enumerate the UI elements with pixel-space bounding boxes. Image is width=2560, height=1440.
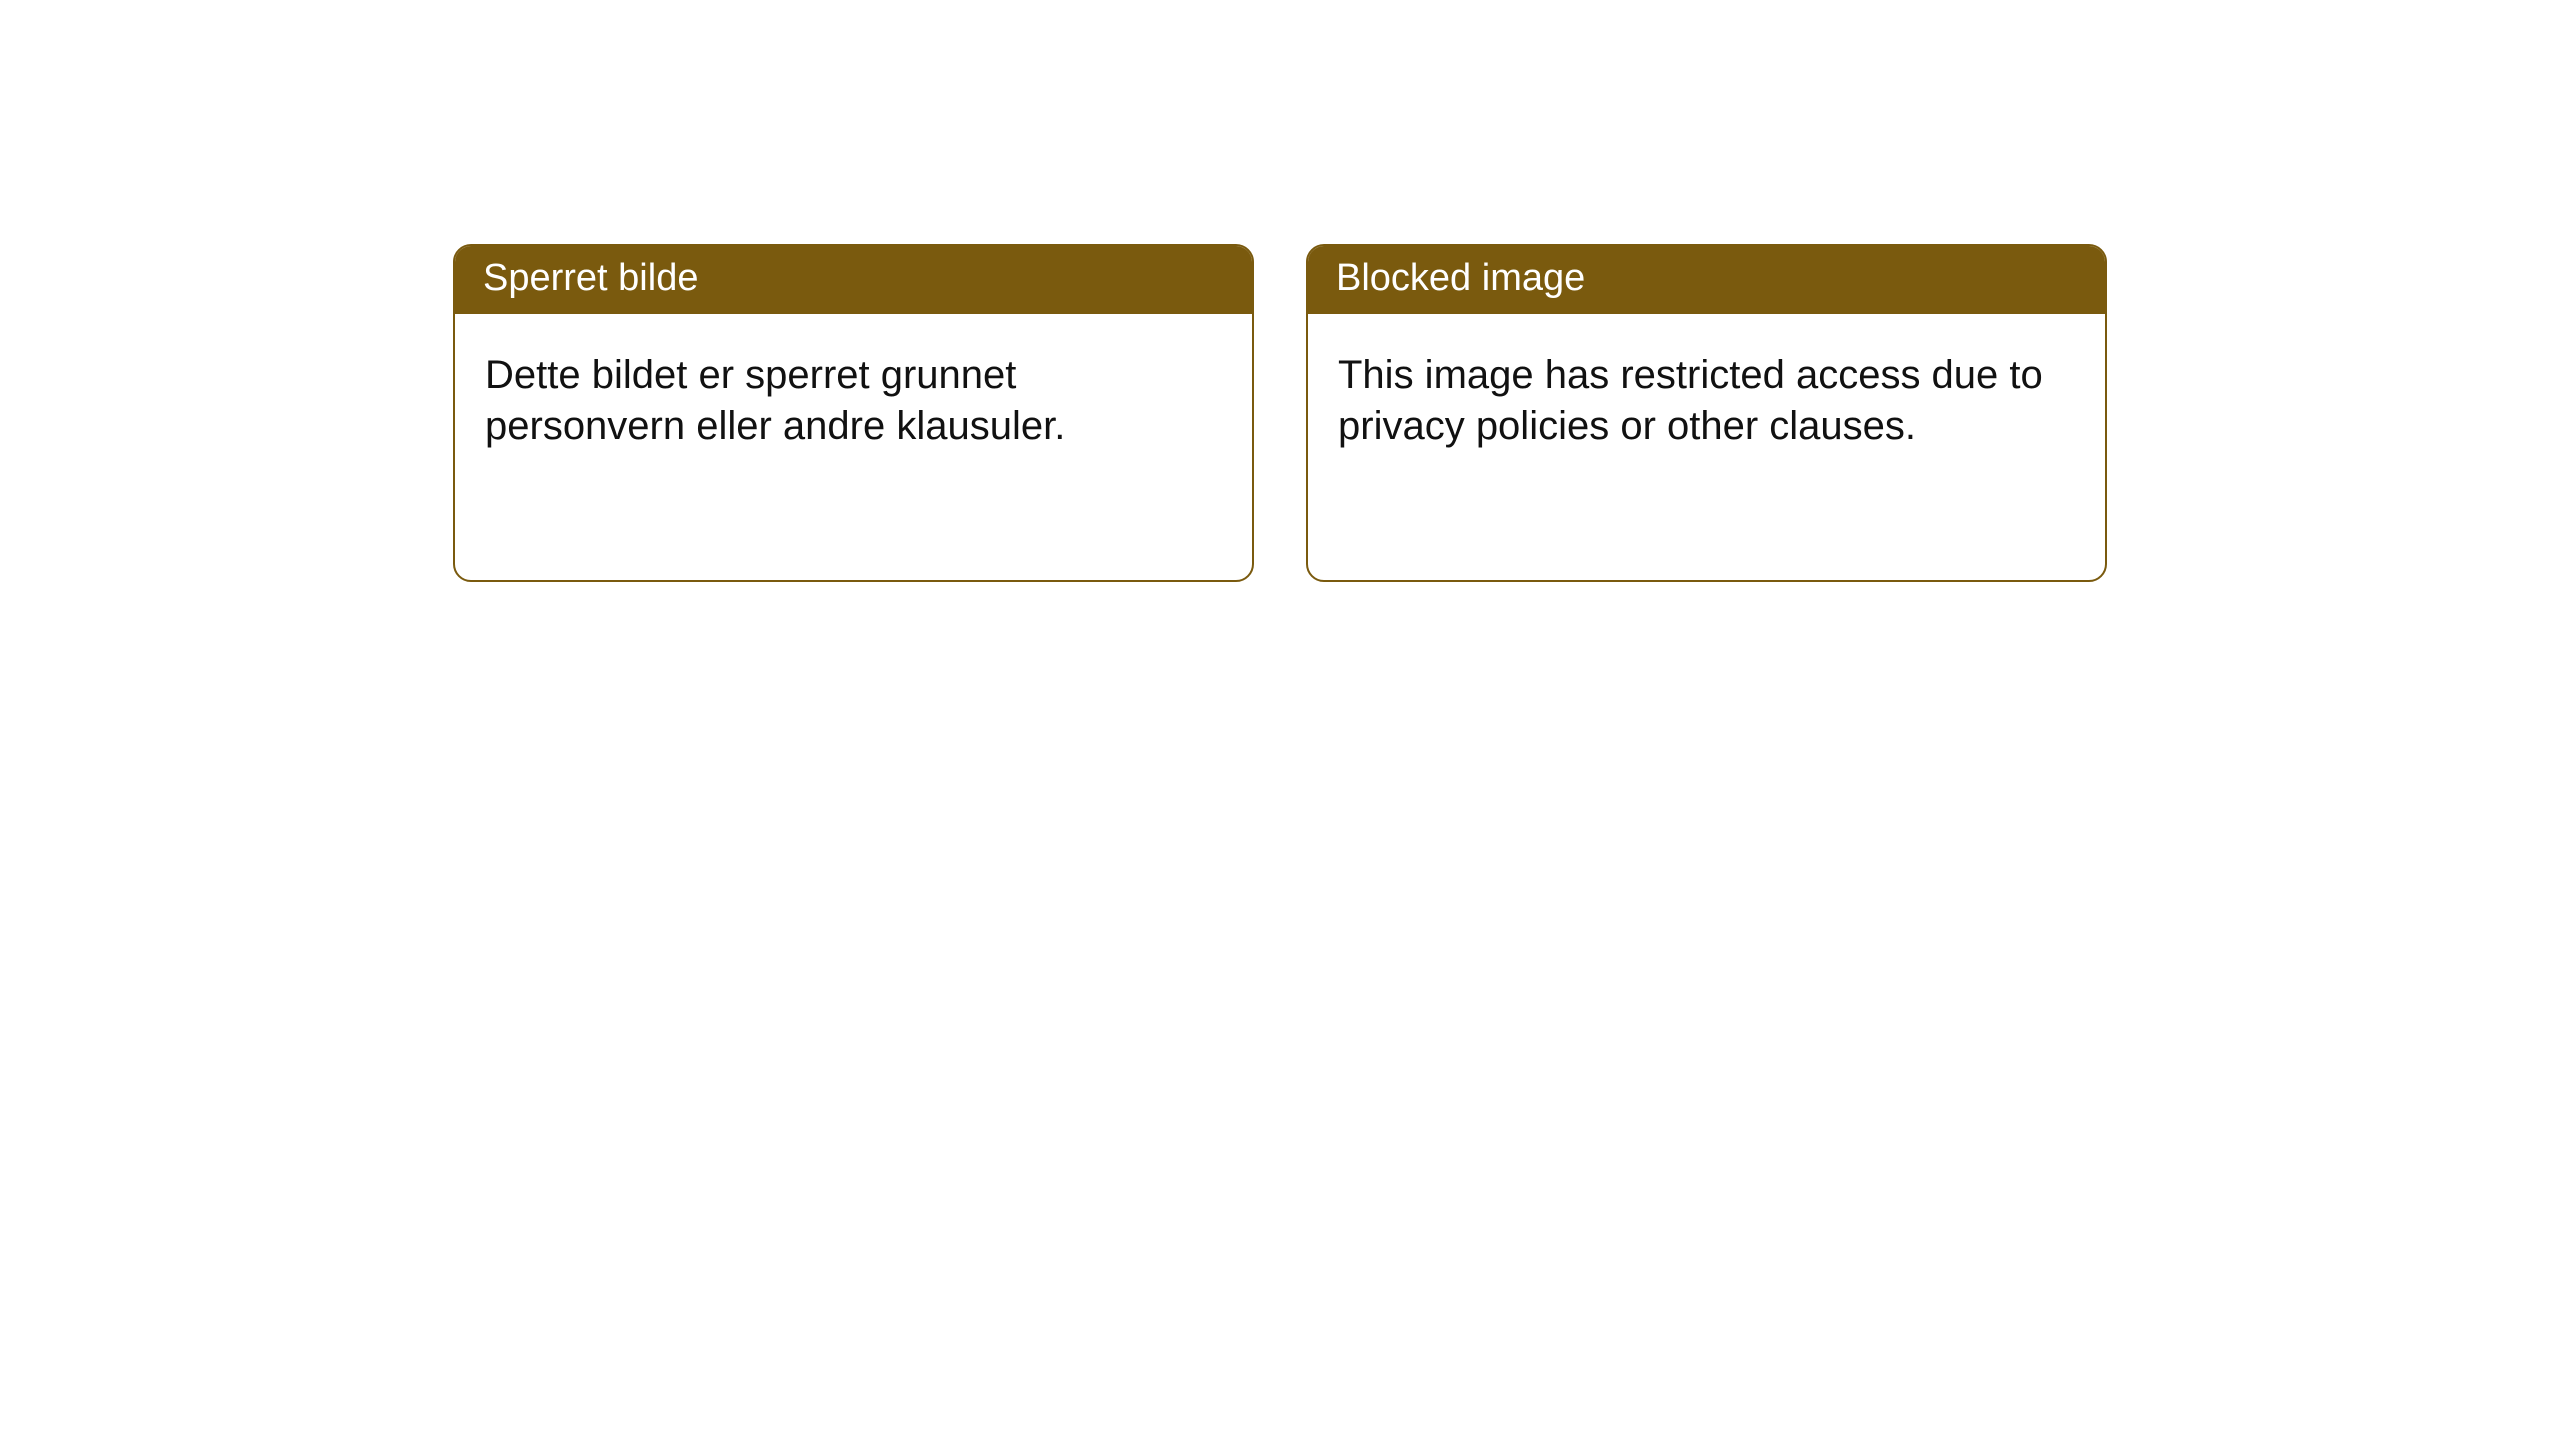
- notice-body: This image has restricted access due to …: [1308, 314, 2105, 472]
- notice-title: Blocked image: [1308, 246, 2105, 314]
- notice-card-norwegian: Sperret bilde Dette bildet er sperret gr…: [453, 244, 1254, 582]
- notice-row: Sperret bilde Dette bildet er sperret gr…: [0, 0, 2560, 582]
- notice-title: Sperret bilde: [455, 246, 1252, 314]
- notice-card-english: Blocked image This image has restricted …: [1306, 244, 2107, 582]
- notice-body: Dette bildet er sperret grunnet personve…: [455, 314, 1252, 472]
